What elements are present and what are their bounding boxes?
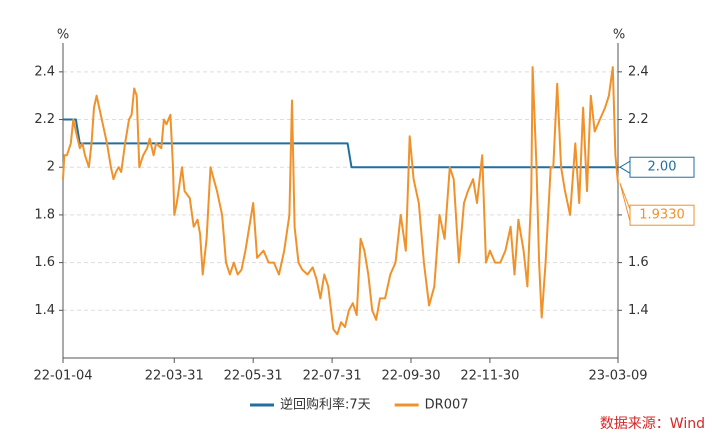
end-label: 2.00 (648, 160, 677, 175)
y2-tick-label: 2.4 (628, 64, 649, 79)
y-tick-label: 2.2 (34, 112, 55, 127)
x-tick-label: 22-09-30 (381, 369, 440, 384)
legend-label: DR007 (425, 398, 469, 413)
y2-unit: % (613, 28, 625, 43)
x-tick-label: 22-07-31 (303, 369, 362, 384)
y2-tick-label: 1.6 (628, 255, 649, 270)
end-label-box (629, 204, 695, 226)
legend-label: 逆回购利率:7天 (280, 397, 371, 413)
x-tick-label: 22-03-31 (145, 369, 204, 384)
x-tick-label: 22-05-31 (224, 369, 283, 384)
legend: 逆回购利率:7天 DR007 (250, 397, 469, 413)
y-tick-label: 1.6 (34, 255, 55, 270)
series-line (62, 66, 619, 336)
y2-tick-label: 2.2 (628, 112, 649, 127)
end-label: 1.9330 (639, 208, 685, 223)
x-tick-label: 22-11-30 (460, 369, 519, 384)
y-tick-label: 1.4 (34, 303, 55, 318)
y-tick-label: 2.4 (34, 64, 55, 79)
x-tick-label: 22-01-04 (33, 369, 92, 384)
x-tick-label: 23-03-09 (588, 369, 647, 384)
end-label-pointer (619, 183, 631, 222)
y-tick-label: 1.8 (34, 207, 55, 222)
end-label-pointer (619, 160, 631, 175)
y-tick-label: 2 (47, 160, 55, 175)
y2-tick-label: 1.4 (628, 303, 649, 318)
end-label-box (629, 156, 695, 178)
source: 数据来源：Wind (600, 416, 705, 432)
y-unit: % (57, 28, 69, 43)
